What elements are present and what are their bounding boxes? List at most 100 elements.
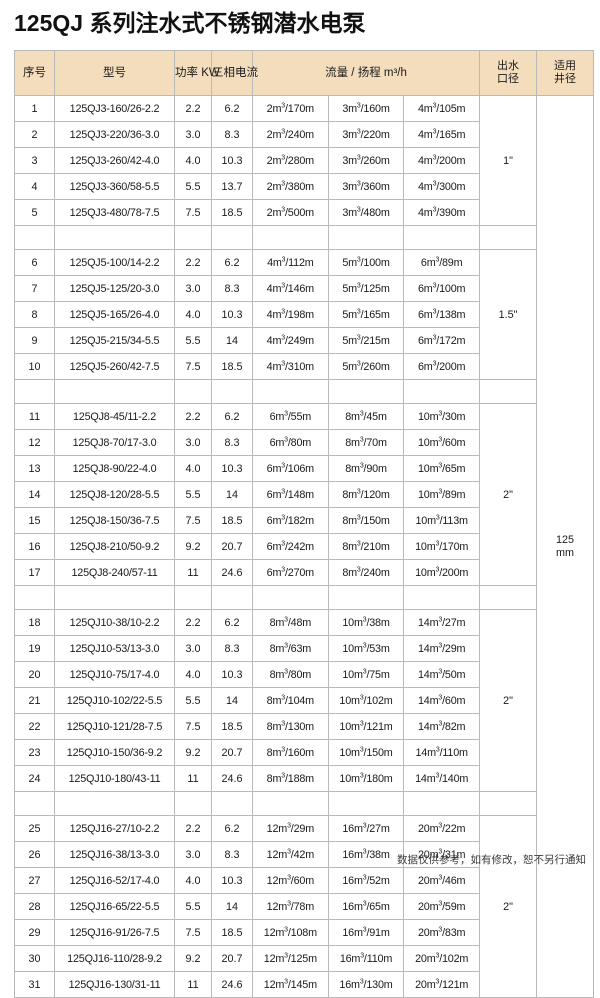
cell-flow-head-1: 6m3/80m — [252, 429, 329, 456]
cell-flow-head-2: 8m3/240m — [327, 559, 405, 586]
cell-power: 11 — [174, 971, 212, 998]
cell-model: 125QJ8-120/28-5.5 — [54, 481, 175, 508]
cell-model: 125QJ8-210/50-9.2 — [54, 533, 175, 560]
spacer-cell — [174, 225, 212, 250]
cube-superscript: 3 — [287, 821, 291, 829]
cube-superscript: 3 — [281, 539, 285, 547]
cell-power: 3.0 — [174, 275, 212, 302]
cell-flow-head-3: 6m3/138m — [403, 301, 480, 328]
cube-superscript: 3 — [435, 565, 440, 573]
cube-superscript: 3 — [362, 821, 367, 829]
cell-index: 24 — [14, 765, 55, 792]
cell-flow-head-3: 10m3/60m — [403, 429, 480, 456]
cell-flow-head-3: 20m3/83m — [403, 919, 480, 946]
table-header: 序号 型号 功率 KW 三相电流 流量 / 扬程 m³/h 出水 口径 适用 井… — [14, 50, 594, 96]
table-row: 20 125QJ10-75/17-4.0 4.0 10.3 8m3/80m 10m3/75… — [14, 661, 594, 688]
cube-superscript: 3 — [435, 771, 440, 779]
cube-superscript: 3 — [287, 899, 291, 907]
cell-model: 125QJ16-110/28-9.2 — [54, 945, 175, 972]
cell-current: 18.5 — [211, 507, 253, 534]
cell-power: 2.2 — [174, 249, 212, 276]
cell-flow-head-2: 16m3/27m — [327, 815, 405, 842]
cell-current: 8.3 — [211, 841, 253, 868]
cell-power: 5.5 — [174, 893, 212, 920]
spacer-cell — [54, 791, 175, 816]
cube-superscript: 3 — [435, 539, 440, 547]
cell-flow-head-3: 20m3/22m — [403, 815, 480, 842]
spacer-cell — [211, 379, 253, 404]
cell-model: 125QJ16-65/22-5.5 — [54, 893, 175, 920]
cube-superscript: 3 — [356, 513, 361, 521]
cell-current: 18.5 — [211, 713, 253, 740]
cube-superscript: 3 — [359, 977, 364, 985]
cube-superscript: 3 — [435, 977, 440, 985]
table-row: 11 125QJ8-45/11-2.2 2.2 6.2 6m3/55m 8m3/45m 10… — [14, 403, 594, 586]
cube-superscript: 3 — [432, 205, 437, 213]
cell-current: 13.7 — [211, 173, 253, 200]
cube-superscript: 3 — [281, 255, 286, 263]
cube-superscript: 3 — [359, 719, 364, 727]
cell-power: 7.5 — [174, 713, 212, 740]
spacer-cell — [403, 585, 480, 610]
cell-flow-head-1: 6m3/106m — [252, 455, 329, 482]
cell-flow-head-3: 10m3/30m — [403, 403, 480, 430]
cube-superscript: 3 — [281, 693, 285, 701]
cell-index: 7 — [14, 275, 55, 302]
spacer-cell — [252, 379, 329, 404]
cell-flow-head-1: 2m3/240m — [252, 121, 329, 148]
cell-flow-head-1: 12m3/145m — [252, 971, 329, 998]
cell-model: 125QJ5-215/34-5.5 — [54, 327, 175, 354]
spec-sheet-page: 125QJ 系列注水式不锈钢潜水电泵 序号 型号 功率 KW 三相电流 流量 /… — [14, 10, 594, 998]
cube-superscript: 3 — [356, 179, 361, 187]
cube-superscript: 3 — [281, 719, 285, 727]
spacer-cell — [252, 791, 329, 816]
cube-superscript: 3 — [438, 641, 443, 649]
cell-current: 6.2 — [211, 249, 253, 276]
cell-flow-head-3: 14m3/110m — [403, 739, 480, 766]
cell-index: 6 — [14, 249, 55, 276]
cube-superscript: 3 — [284, 667, 288, 675]
cube-superscript: 3 — [362, 899, 367, 907]
cell-model: 125QJ10-102/22-5.5 — [54, 687, 175, 714]
cell-flow-head-3: 4m3/390m — [403, 199, 480, 226]
table-row: 14 125QJ8-120/28-5.5 5.5 14 6m3/148m 8m3/120m… — [14, 481, 594, 508]
well-value-line2: mm — [556, 546, 574, 559]
cell-model: 125QJ10-121/28-7.5 — [54, 713, 175, 740]
cell-flow-head-3: 10m3/200m — [403, 559, 480, 586]
spacer-cell — [252, 225, 329, 250]
cell-flow-head-1: 12m3/29m — [252, 815, 329, 842]
cell-current: 14 — [211, 893, 253, 920]
cube-superscript: 3 — [281, 307, 285, 315]
cell-power: 7.5 — [174, 353, 212, 380]
cell-flow-head-3: 4m3/105m — [403, 95, 480, 122]
cube-superscript: 3 — [438, 409, 443, 417]
cell-index: 26 — [14, 841, 55, 868]
cube-superscript: 3 — [281, 745, 285, 753]
cell-outlet-diameter: 1.5" — [479, 249, 537, 380]
header-flow-head: 流量 / 扬程 m³/h — [252, 50, 480, 96]
cell-index: 20 — [14, 661, 55, 688]
table-row: 23 125QJ10-150/36-9.2 9.2 20.7 8m3/160m 10m3/… — [14, 739, 594, 766]
cell-model: 125QJ8-45/11-2.2 — [54, 403, 175, 430]
cell-power: 4.0 — [174, 867, 212, 894]
cell-flow-head-1: 8m3/63m — [252, 635, 329, 662]
spacer-cell — [327, 379, 405, 404]
header-current: 三相电流 — [211, 50, 258, 96]
cube-superscript: 3 — [438, 719, 443, 727]
table-row: 18 125QJ10-38/10-2.2 2.2 6.2 8m3/48m 10m3/38m… — [14, 609, 594, 792]
pump-spec-table: 序号 型号 功率 KW 三相电流 流量 / 扬程 m³/h 出水 口径 适用 井… — [14, 50, 594, 998]
cell-flow-head-3: 4m3/165m — [403, 121, 480, 148]
cell-current: 6.2 — [211, 815, 253, 842]
cube-superscript: 3 — [281, 101, 285, 109]
cube-superscript: 3 — [281, 179, 285, 187]
cell-flow-head-3: 14m3/27m — [403, 609, 480, 636]
cube-superscript: 3 — [438, 925, 443, 933]
cell-flow-head-2: 3m3/160m — [327, 95, 405, 122]
cube-superscript: 3 — [356, 539, 361, 547]
cell-flow-head-1: 4m3/310m — [252, 353, 329, 380]
cube-superscript: 3 — [362, 925, 367, 933]
spacer-cell — [174, 379, 212, 404]
spacer-cell — [211, 585, 253, 610]
cell-flow-head-1: 12m3/125m — [252, 945, 329, 972]
cell-power: 4.0 — [174, 661, 212, 688]
